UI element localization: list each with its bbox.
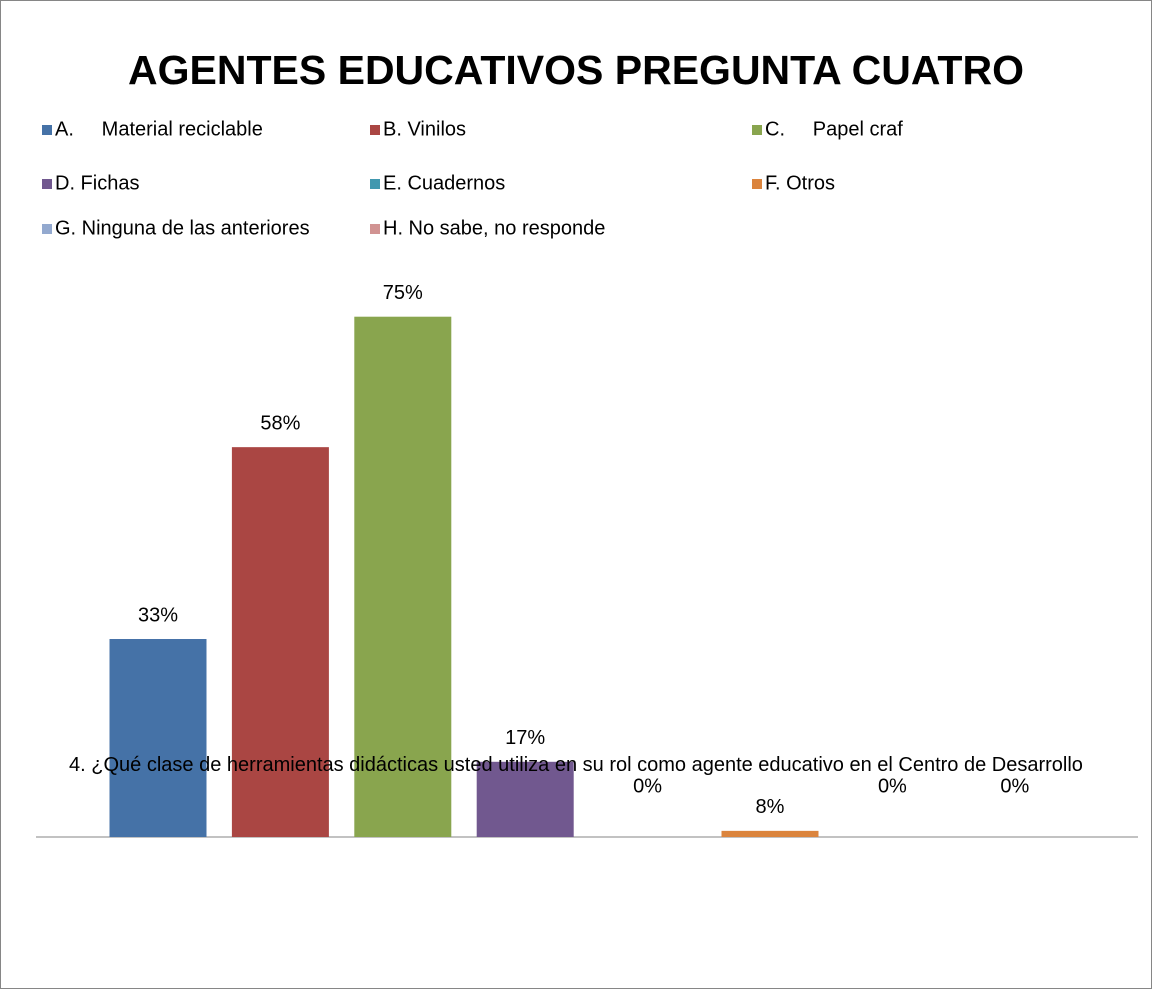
- data-label: 75%: [383, 282, 423, 304]
- legend-swatch: [42, 125, 52, 135]
- data-label: 0%: [1000, 775, 1029, 797]
- legend-label: B. Vinilos: [383, 118, 466, 140]
- legend-swatch: [42, 179, 52, 189]
- chart-title: AGENTES EDUCATIVOS PREGUNTA CUATRO: [128, 47, 1024, 93]
- data-label: 58%: [260, 412, 300, 434]
- legend-swatch: [370, 179, 380, 189]
- legend-label: D. Fichas: [55, 172, 139, 194]
- bar: [109, 639, 207, 837]
- legend-label: E. Cuadernos: [383, 172, 505, 194]
- data-label: 0%: [878, 775, 907, 797]
- bar: [354, 316, 452, 837]
- legend-swatch: [752, 125, 762, 135]
- legend-label: A. Material reciclable: [55, 118, 263, 140]
- legend-swatch: [42, 224, 52, 234]
- x-axis-label: 4. ¿Qué clase de herramientas didácticas…: [69, 754, 1083, 776]
- legend-swatch: [370, 224, 380, 234]
- legend-label: F. Otros: [765, 172, 835, 194]
- bar: [476, 761, 574, 837]
- legend-swatch: [370, 125, 380, 135]
- bar: [231, 447, 329, 837]
- data-label: 17%: [505, 727, 545, 749]
- legend-label: H. No sabe, no responde: [383, 217, 605, 239]
- bar: [721, 830, 819, 837]
- data-label: 8%: [756, 796, 785, 818]
- data-label: 33%: [138, 604, 178, 626]
- legend-label: G. Ninguna de las anteriores: [55, 217, 310, 239]
- data-label: 0%: [633, 775, 662, 797]
- legend-swatch: [752, 179, 762, 189]
- legend-label: C. Papel craf: [765, 118, 903, 140]
